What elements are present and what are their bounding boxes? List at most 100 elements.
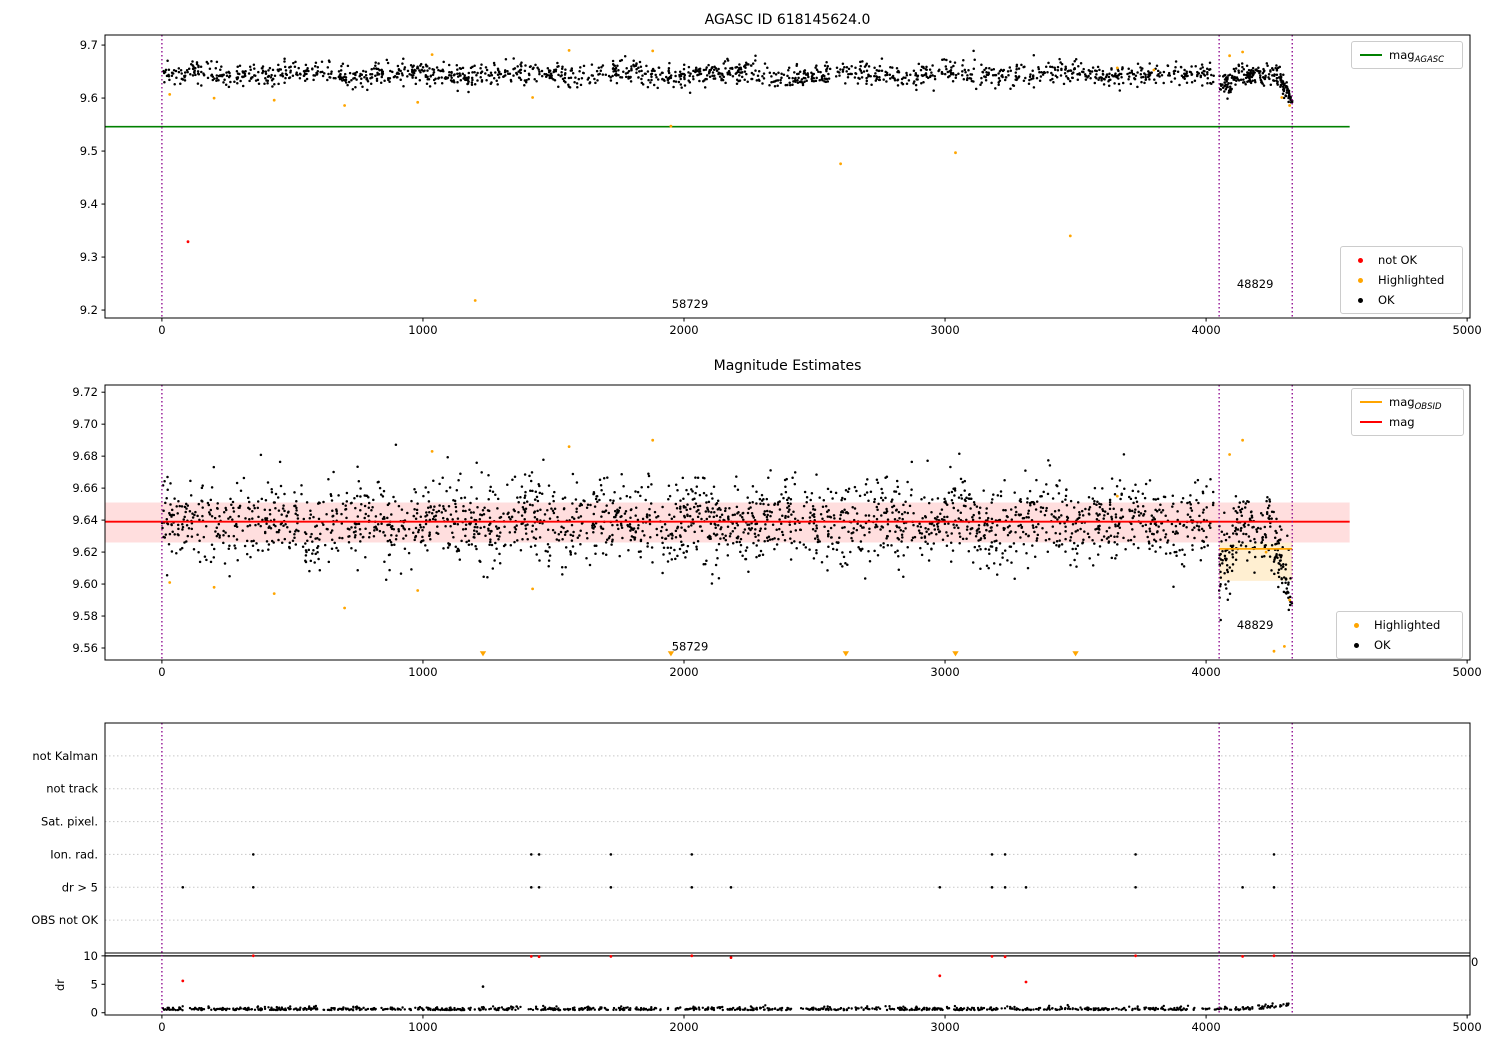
y-tick-label: 9.60 (72, 577, 98, 591)
legend-label: Highlighted (1374, 618, 1441, 632)
x-tick-label: 3000 (930, 665, 959, 679)
annotation: 58729 (672, 639, 709, 653)
legend-label-sub: AGASC (1414, 55, 1445, 65)
ok-points (162, 49, 1294, 104)
mag-agasc-line-sample (1360, 54, 1382, 56)
annotation: 58729 (672, 297, 709, 311)
flag-row-label: Sat. pixel. (41, 815, 98, 829)
black-dot-icon (1353, 642, 1359, 648)
mag-obsid-line-sample (1360, 401, 1382, 403)
dr-outlier-points (481, 985, 485, 988)
x-tick-label: 2000 (669, 323, 698, 337)
y-tick-label: 9.56 (72, 641, 98, 655)
legend-item-highlighted: Highlighted (1349, 270, 1454, 290)
dr-tick-label: 5 (91, 977, 98, 991)
legend-item-mag: mag (1360, 412, 1455, 432)
x-tick-label: 5000 (1452, 1020, 1481, 1034)
chart1-title: AGASC ID 618145624.0 (704, 12, 871, 28)
x-tick-label: 4000 (1191, 665, 1220, 679)
y-tick-label: 9.3 (80, 250, 98, 264)
x-tick-label: 0 (158, 665, 165, 679)
legend-item-ok: OK (1345, 635, 1454, 655)
legend-item-mag-obsid: magOBSID (1360, 392, 1455, 412)
y-tick-label: 9.66 (72, 481, 98, 495)
dr-points (161, 1002, 1290, 1012)
highlighted-points (168, 49, 1291, 302)
legend-label: not OK (1378, 253, 1418, 267)
y-tick-label: 9.2 (80, 303, 98, 317)
legend-label: Highlighted (1378, 273, 1445, 287)
right-axis-tick-label: 0 (1471, 955, 1479, 969)
legend-label-main: mag (1389, 415, 1415, 429)
legend-item-not-ok: not OK (1349, 250, 1454, 270)
flag-row-label: OBS not OK (31, 913, 98, 927)
y-tick-label: 9.62 (72, 545, 98, 559)
flag-points (181, 853, 1276, 889)
dr-tick-label: 0 (91, 1006, 98, 1020)
legend-chart2-lines: magOBSID mag (1351, 388, 1464, 436)
x-tick-label: 3000 (930, 323, 959, 337)
ok-marker-sample (1349, 297, 1371, 303)
dr-axis-label: dr (53, 978, 67, 992)
x-tick-label: 0 (158, 323, 165, 337)
black-dot-icon (1357, 297, 1363, 303)
flags-spine (104, 722, 1471, 954)
x-tick-label: 0 (158, 1020, 165, 1034)
mag-line-sample (1360, 421, 1382, 423)
legend-item-ok: OK (1349, 290, 1454, 310)
x-tick-label: 2000 (669, 665, 698, 679)
highlighted-marker-sample (1345, 622, 1367, 628)
ok-marker-sample (1345, 642, 1367, 648)
flag-row-label: not track (46, 782, 98, 796)
dr-tick-label: 10 (83, 949, 98, 963)
annotation: 48829 (1237, 618, 1274, 632)
orange-line-sample (1360, 401, 1382, 403)
legend-label: magOBSID (1389, 395, 1442, 412)
x-tick-label: 4000 (1191, 323, 1220, 337)
x-tick-label: 2000 (669, 1020, 698, 1034)
x-tick-label: 1000 (408, 665, 437, 679)
legend-chart2-markers: Highlighted OK (1336, 611, 1463, 659)
legend-item-mag-agasc: magAGASC (1360, 45, 1454, 65)
x-tick-label: 4000 (1191, 1020, 1220, 1034)
y-tick-label: 9.5 (80, 144, 98, 158)
y-tick-label: 9.72 (72, 385, 98, 399)
legend-mag-agasc: magAGASC (1351, 41, 1463, 69)
clipped-low-markers (479, 651, 1079, 657)
y-tick-label: 9.70 (72, 417, 98, 431)
orange-dot-icon (1357, 277, 1363, 283)
y-tick-label: 9.68 (72, 449, 98, 463)
legend-item-highlighted: Highlighted (1345, 615, 1454, 635)
y-tick-label: 9.4 (80, 197, 98, 211)
highlighted-points (168, 438, 1291, 653)
legend-label-sub: OBSID (1414, 402, 1442, 412)
x-tick-label: 1000 (408, 323, 437, 337)
green-line-sample (1360, 54, 1382, 56)
legend-label-main: mag (1389, 395, 1415, 409)
axes-spine (104, 34, 1471, 319)
red-line-sample (1360, 421, 1382, 423)
highlighted-marker-sample (1349, 277, 1371, 283)
y-tick-label: 9.7 (80, 38, 98, 52)
legend-label: magAGASC (1389, 48, 1445, 65)
y-tick-label: 9.64 (72, 513, 98, 527)
y-tick-label: 9.6 (80, 91, 98, 105)
x-tick-label: 1000 (408, 1020, 437, 1034)
orange-dot-icon (1353, 622, 1359, 628)
flag-row-label: Ion. rad. (50, 847, 98, 861)
dr-flagged-points (181, 954, 1276, 984)
x-tick-label: 5000 (1452, 323, 1481, 337)
legend-label-main: mag (1389, 48, 1415, 62)
annotation: 48829 (1237, 277, 1274, 291)
y-tick-label: 9.58 (72, 609, 98, 623)
axes-spine (104, 384, 1471, 661)
x-tick-label: 3000 (930, 1020, 959, 1034)
not-ok-points (186, 240, 190, 244)
legend-chart1-markers: not OK Highlighted OK (1340, 246, 1463, 314)
red-dot-icon (1357, 257, 1363, 263)
legend-label: mag (1389, 415, 1415, 429)
legend-label: OK (1378, 293, 1395, 307)
chart2-title: Magnitude Estimates (713, 358, 862, 374)
